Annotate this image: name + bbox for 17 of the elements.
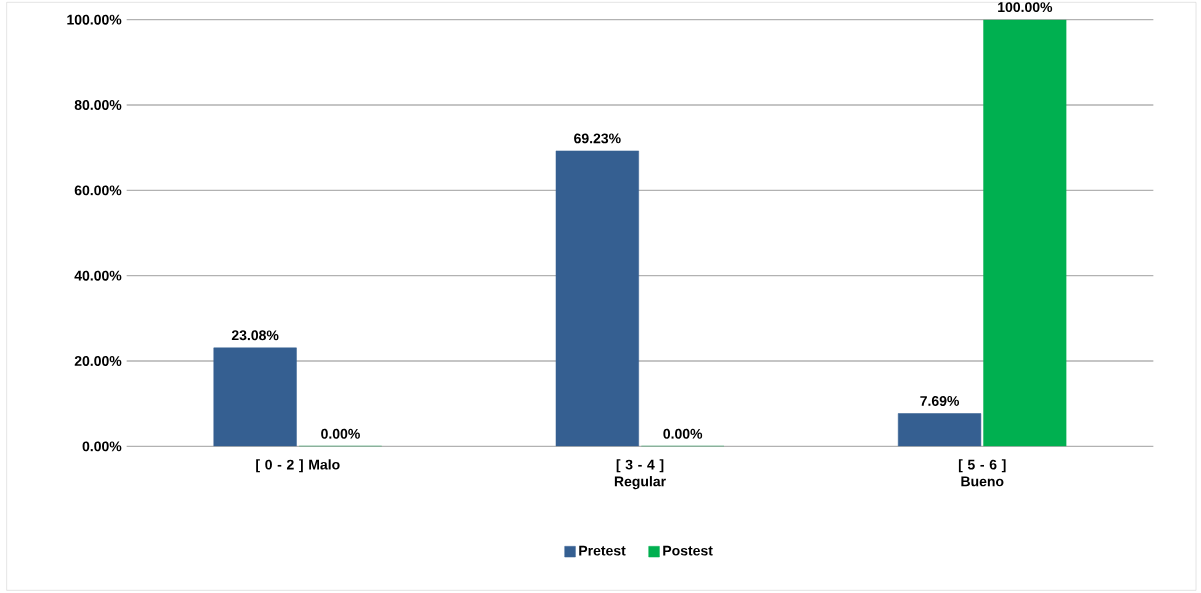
x-tick-label: [ 3 - 4 ] Regular: [614, 459, 666, 490]
x-tick-label: [ 5 - 6 ] Bueno: [958, 459, 1006, 487]
y-tick-label: 0.00%: [82, 441, 122, 452]
data-label: 23.08%: [231, 330, 279, 341]
y-tick-label: 100.00%: [67, 14, 122, 25]
data-label: 100.00%: [998, 2, 1053, 13]
y-tick-label: 40.00%: [74, 270, 122, 281]
y-tick-label: 60.00%: [74, 185, 122, 196]
data-label: 0.00%: [321, 428, 360, 439]
y-tick-label: 20.00%: [74, 356, 122, 366]
data-label: 7.69%: [920, 396, 960, 406]
legend-label: Postest: [663, 545, 713, 556]
y-tick-label: 80.00%: [74, 100, 122, 110]
data-label: 0.00%: [663, 428, 703, 439]
legend-label: Pretest: [579, 545, 626, 556]
data-label: 69.23%: [574, 133, 621, 144]
x-tick-label: [ 0 - 2 ] Malo: [256, 459, 340, 473]
